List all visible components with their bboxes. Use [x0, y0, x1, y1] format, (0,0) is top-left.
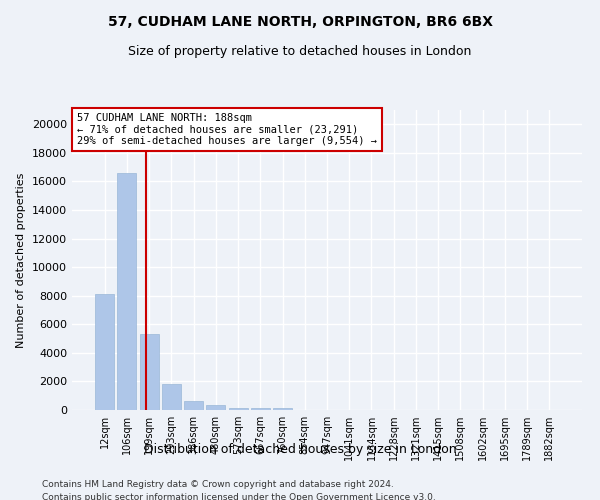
Y-axis label: Number of detached properties: Number of detached properties — [16, 172, 26, 348]
Bar — [95, 294, 114, 410]
Text: Size of property relative to detached houses in London: Size of property relative to detached ho… — [128, 45, 472, 58]
Bar — [206, 406, 225, 410]
Text: 57 CUDHAM LANE NORTH: 188sqm
← 71% of detached houses are smaller (23,291)
29% o: 57 CUDHAM LANE NORTH: 188sqm ← 71% of de… — [77, 113, 377, 146]
Bar — [273, 408, 292, 410]
Bar — [162, 384, 181, 410]
Bar — [229, 408, 248, 410]
Bar — [184, 400, 203, 410]
Bar — [140, 334, 158, 410]
Text: Contains HM Land Registry data © Crown copyright and database right 2024.: Contains HM Land Registry data © Crown c… — [42, 480, 394, 489]
Bar — [251, 408, 270, 410]
Text: Distribution of detached houses by size in London: Distribution of detached houses by size … — [143, 442, 457, 456]
Bar — [118, 173, 136, 410]
Text: 57, CUDHAM LANE NORTH, ORPINGTON, BR6 6BX: 57, CUDHAM LANE NORTH, ORPINGTON, BR6 6B… — [107, 15, 493, 29]
Text: Contains public sector information licensed under the Open Government Licence v3: Contains public sector information licen… — [42, 492, 436, 500]
